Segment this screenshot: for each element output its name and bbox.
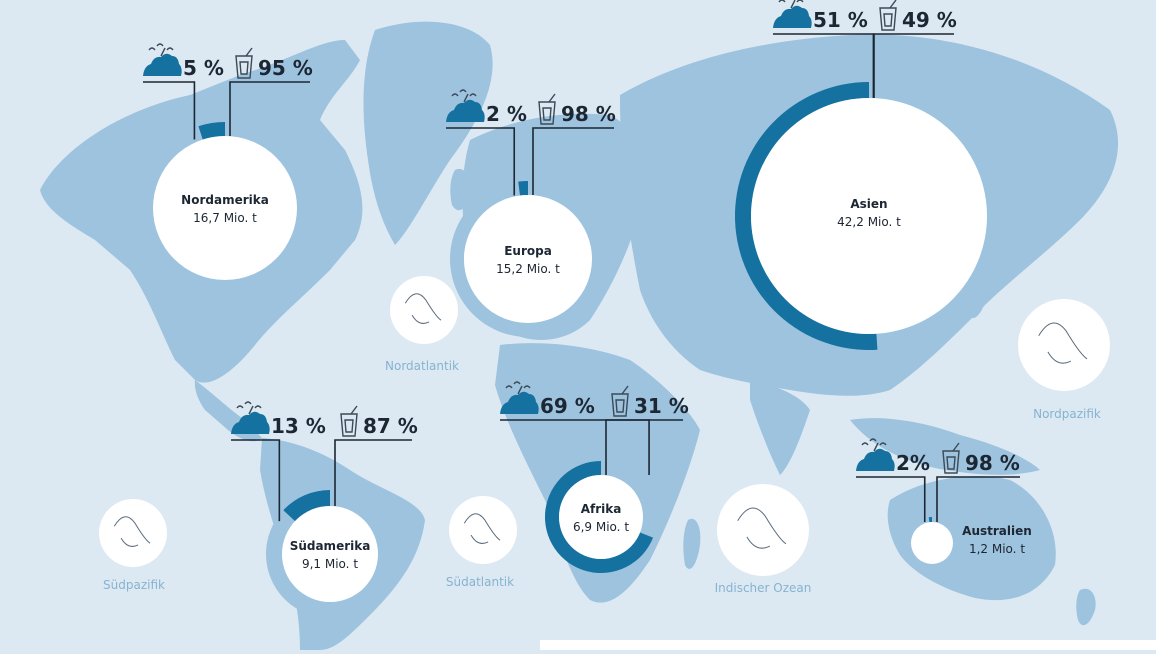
donut-segment-australien-a: [928, 517, 932, 523]
donut-center-europa: [464, 195, 592, 323]
region-asien: 51 % 49 % Asien 42,2 Mio. t: [734, 0, 1003, 350]
share-label-suedamerika-a: 13 %: [271, 414, 326, 438]
gyre-disc-suedatlantik: [449, 496, 517, 564]
gyre-nordatlantik: [390, 276, 458, 344]
region-afrika: 69 % 31 % Afrika 6,9 Mio. t: [500, 381, 689, 574]
landfill-pile-icon: [856, 438, 895, 471]
gyre-disc-nordpazifik: [1018, 299, 1110, 391]
gyre-suedatlantik: [449, 496, 517, 564]
legend-strip: [540, 640, 1156, 650]
share-label-australien-b: 98 %: [965, 451, 1020, 475]
donut-center-australien: [911, 522, 953, 564]
trash-bin-icon: [538, 93, 556, 125]
region-amount-suedamerika: 9,1 Mio. t: [302, 557, 358, 571]
share-label-afrika-a: 69 %: [540, 394, 595, 418]
leader-line-nordamerika-b: [229, 81, 310, 136]
trash-bin-icon: [340, 405, 358, 437]
leader-line-asien-b: [873, 33, 954, 98]
region-amount-asien: 42,2 Mio. t: [837, 215, 901, 229]
landfill-pile-icon: [500, 381, 539, 414]
donut-center-afrika: [559, 475, 643, 559]
trash-bin-icon: [879, 0, 897, 31]
share-label-afrika-b: 31 %: [634, 394, 689, 418]
land-new-zealand: [1076, 588, 1096, 626]
gyre-suedpazifik: [99, 499, 167, 567]
donut-segment-nordamerika-a: [198, 122, 225, 140]
donut-segment-suedamerika-a: [283, 490, 330, 522]
plastic-debris-icon: [463, 513, 501, 544]
donut-center-asien: [751, 98, 987, 334]
region-amount-nordamerika: 16,7 Mio. t: [193, 211, 257, 225]
share-label-australien-a: 2%: [896, 451, 930, 475]
leader-line-europa-b: [532, 127, 614, 195]
share-label-europa-b: 98 %: [561, 102, 616, 126]
share-label-europa-a: 2 %: [486, 102, 527, 126]
region-amount-afrika: 6,9 Mio. t: [573, 520, 629, 534]
region-amount-europa: 15,2 Mio. t: [496, 262, 560, 276]
donut-segment-europa-a: [518, 181, 528, 196]
landfill-pile-icon: [773, 0, 812, 29]
leader-line-suedamerika-b: [334, 439, 412, 506]
donut-center-suedamerika: [282, 506, 378, 602]
land-madagascar: [683, 518, 701, 569]
land-uk: [450, 168, 471, 211]
region-name-australien: Australien: [962, 524, 1032, 538]
ocean-label-suedatlantik: Südatlantik: [446, 575, 514, 589]
ocean-label-nordpazifik: Nordpazifik: [1033, 407, 1101, 421]
plastic-debris-icon: [1038, 322, 1088, 364]
leader-line-suedamerika-a: [231, 439, 281, 522]
land-australia: [887, 476, 1056, 601]
region-name-suedamerika: Südamerika: [290, 539, 371, 553]
ocean-gyres: [99, 276, 1110, 576]
donut-segment-asien-a: [735, 82, 878, 350]
gyre-nordpazifik: [1018, 299, 1110, 391]
land-indonesia: [850, 418, 1040, 475]
region-name-afrika: Afrika: [581, 502, 622, 516]
leader-line-europa-a: [446, 127, 516, 196]
trash-bin-icon: [942, 442, 960, 474]
region-name-europa: Europa: [504, 244, 552, 258]
share-label-nordamerika-a: 5 %: [183, 56, 224, 80]
share-label-asien-a: 51 %: [813, 8, 868, 32]
region-name-nordamerika: Nordamerika: [181, 193, 269, 207]
land-india: [750, 380, 810, 475]
leader-line-nordamerika-a: [143, 81, 196, 140]
plastic-debris-icon: [404, 293, 442, 324]
plastic-debris-icon: [113, 516, 151, 547]
region-amount-australien: 1,2 Mio. t: [969, 542, 1025, 556]
share-label-suedamerika-b: 87 %: [363, 414, 418, 438]
ocean-labels: Nordatlantik Südatlantik Indischer Ozean No…: [103, 359, 1101, 595]
region-suedamerika: 13 % 87 % Südamerika 9,1 Mio. t: [231, 401, 418, 618]
gyre-indischer-ozean: [717, 484, 809, 576]
landfill-pile-icon: [446, 89, 485, 122]
gyre-disc-nordatlantik: [390, 276, 458, 344]
region-name-asien: Asien: [850, 197, 887, 211]
region-europa: 2 % 98 % Europa 15,2 Mio. t: [446, 89, 616, 337]
region-donuts: 5 % 95 % Nordamerika 16,7 Mio. t 2 % 98 % Euro…: [138, 0, 1032, 618]
plastic-debris-icon: [737, 507, 787, 549]
trash-bin-icon: [611, 385, 629, 417]
landfill-pile-icon: [231, 401, 270, 434]
share-label-nordamerika-b: 95 %: [258, 56, 313, 80]
share-label-asien-b: 49 %: [902, 8, 957, 32]
leader-line-australien-a: [856, 476, 926, 522]
leader-line-australien-b: [936, 476, 1020, 522]
donut-center-nordamerika: [153, 136, 297, 280]
leader-line-afrika-b: [605, 419, 683, 475]
gyre-disc-indischer-ozean: [717, 484, 809, 576]
ocean-label-nordatlantik: Nordatlantik: [385, 359, 459, 373]
trash-bin-icon: [235, 47, 253, 79]
landfill-pile-icon: [143, 43, 182, 76]
ocean-label-suedpazifik: Südpazifik: [103, 578, 165, 592]
region-australien: 2% 98 % Australien 1,2 Mio. t: [856, 438, 1032, 569]
gyre-disc-suedpazifik: [99, 499, 167, 567]
land-greenland: [363, 21, 493, 245]
ocean-label-indischer-ozean: Indischer Ozean: [715, 581, 812, 595]
region-nordamerika: 5 % 95 % Nordamerika 16,7 Mio. t: [138, 43, 313, 295]
